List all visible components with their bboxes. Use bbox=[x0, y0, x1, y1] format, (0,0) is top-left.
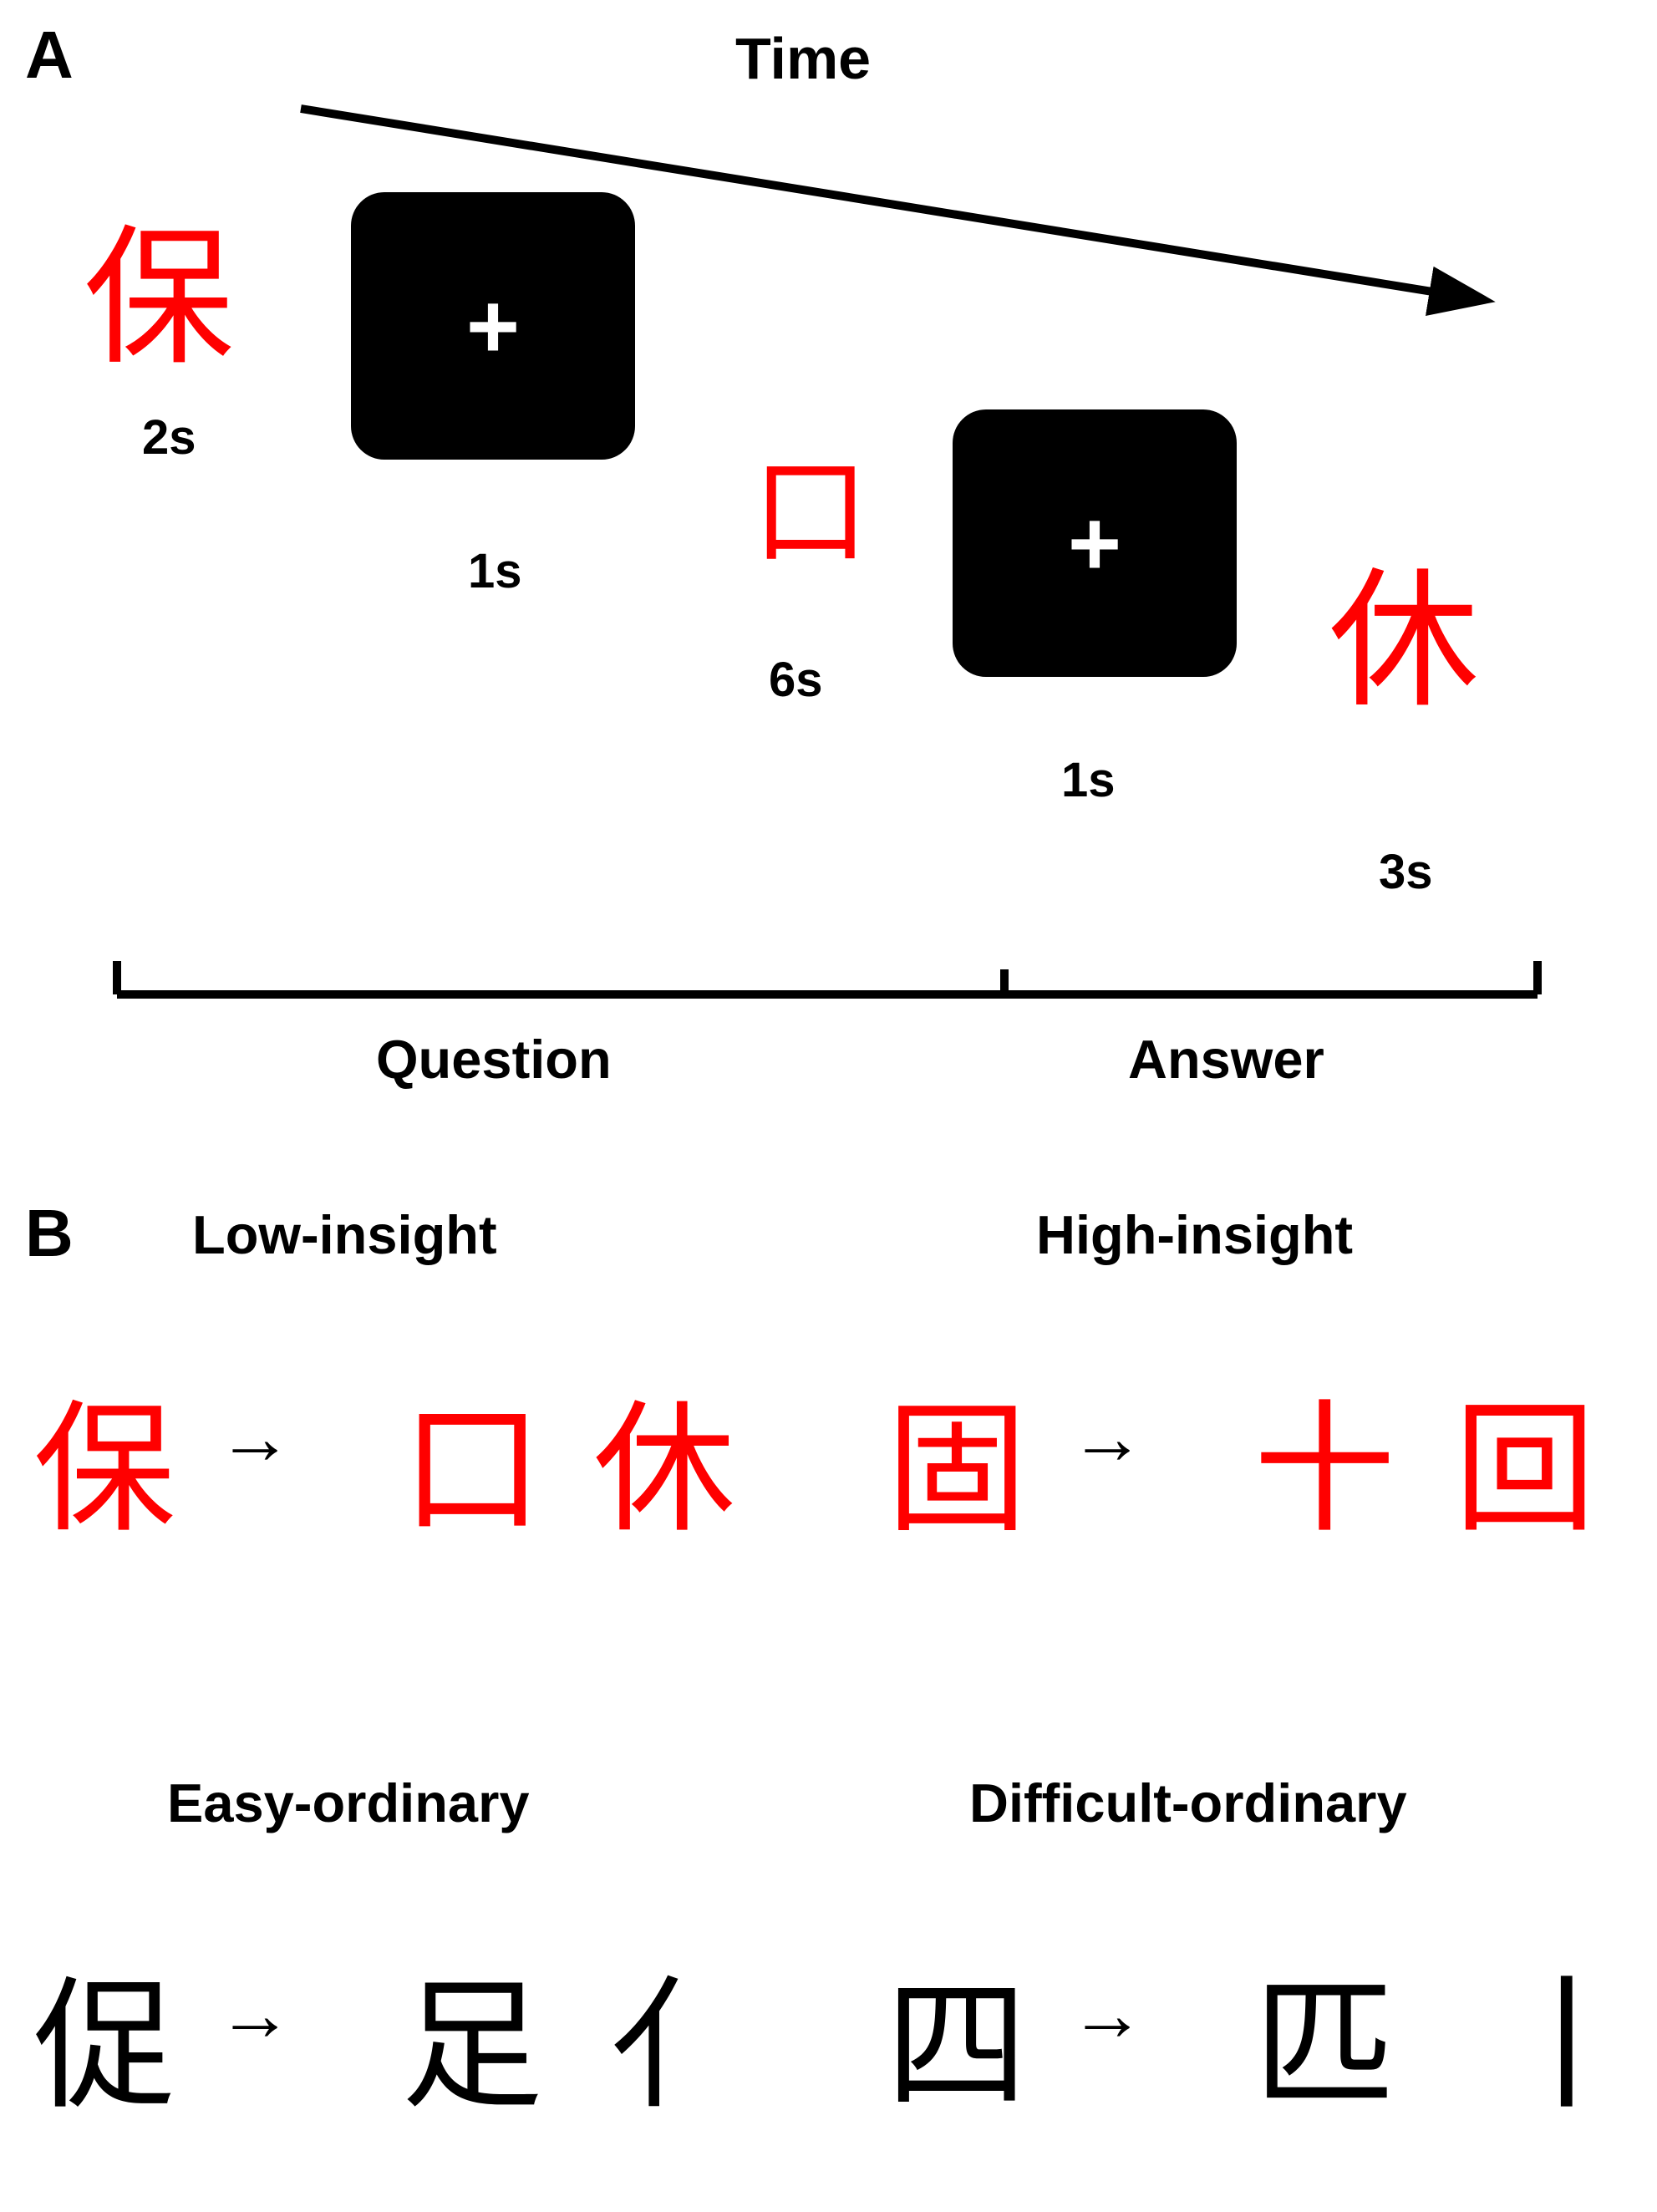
example-char: 丨 bbox=[1496, 1930, 1638, 2136]
example-char: 匹 bbox=[1253, 1930, 1395, 2136]
arrow-icon: → bbox=[217, 1972, 292, 2058]
question-stage-label: Question bbox=[376, 1028, 612, 1091]
example-char: 足 bbox=[401, 1930, 543, 2136]
arrow-icon: → bbox=[217, 1396, 292, 1482]
high-insight-label: High-insight bbox=[1036, 1203, 1353, 1266]
stage-bracket bbox=[0, 0, 1657, 1086]
difficult-ordinary-label: Difficult-ordinary bbox=[969, 1772, 1407, 1834]
easy-ordinary-label: Easy-ordinary bbox=[167, 1772, 530, 1834]
example-char: 四 bbox=[886, 1930, 1028, 2136]
panel-b-label: B bbox=[25, 1195, 74, 1272]
arrow-icon: → bbox=[1070, 1396, 1145, 1482]
example-char: 促 bbox=[33, 1930, 175, 2136]
low-insight-label: Low-insight bbox=[192, 1203, 497, 1266]
example-char: 回 bbox=[1454, 1354, 1596, 1559]
arrow-icon: → bbox=[1070, 1972, 1145, 2058]
example-char: 固 bbox=[886, 1354, 1028, 1559]
example-char: 保 bbox=[33, 1354, 175, 1559]
example-char: 亻 bbox=[610, 1930, 752, 2136]
example-char: 休 bbox=[593, 1354, 735, 1559]
answer-stage-label: Answer bbox=[1128, 1028, 1324, 1091]
example-char: 口 bbox=[401, 1354, 543, 1559]
example-char: 十 bbox=[1253, 1354, 1395, 1559]
